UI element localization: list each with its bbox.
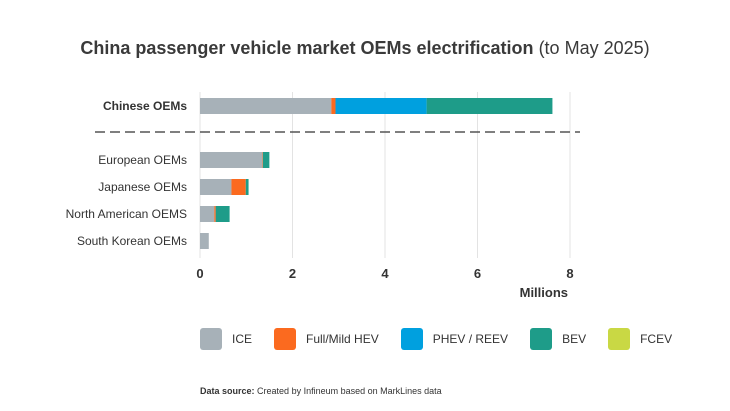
legend-swatch: [200, 328, 222, 350]
legend-label: PHEV / REEV: [432, 332, 509, 346]
legend-label: Full/Mild HEV: [306, 332, 379, 346]
bar-segment-ice: [200, 179, 232, 195]
legend-item: PHEV / REEV: [400, 328, 509, 350]
legend: ICE Full/Mild HEV PHEV / REEV BEV FCEV: [200, 328, 694, 350]
bar-segment-full-mild-hev: [331, 98, 336, 114]
category-label: South Korean OEMs: [77, 234, 187, 248]
x-tick-label: 8: [566, 266, 573, 281]
x-tick-label: 2: [289, 266, 296, 281]
legend-item: ICE: [200, 328, 252, 350]
legend-swatch: [530, 328, 553, 350]
bar-segment-bev: [245, 179, 249, 195]
data-source: Data source: Created by Infineum based o…: [200, 386, 442, 396]
legend-swatch: [608, 328, 631, 350]
bar-segment-ice: [200, 206, 215, 222]
legend-label: FCEV: [640, 332, 673, 346]
legend-item: Full/Mild HEV: [274, 328, 379, 350]
legend-label: BEV: [562, 332, 587, 346]
chart-title: China passenger vehicle market OEMs elec…: [80, 38, 650, 58]
x-tick-label: 0: [196, 266, 203, 281]
category-label: Chinese OEMs: [103, 99, 187, 113]
bar-segment-full-mild-hev: [231, 179, 246, 195]
category-label: Japanese OEMs: [98, 180, 187, 194]
bar-segment-bev: [215, 206, 230, 222]
bar-segment-bev: [426, 98, 553, 114]
category-label: North American OEMS: [66, 207, 187, 221]
bar-segment-phev-reev: [335, 98, 427, 114]
bar-segment-bev: [262, 152, 270, 168]
legend-swatch: [274, 328, 297, 350]
bar-segment-full-mild-hev: [214, 206, 216, 222]
x-tick-label: 6: [474, 266, 481, 281]
x-axis-label: Millions: [520, 285, 568, 300]
bar-segment-ice: [200, 233, 209, 249]
legend-item: BEV: [530, 328, 586, 350]
legend-item: FCEV: [608, 328, 672, 350]
category-label: European OEMs: [98, 153, 187, 167]
x-tick-label: 4: [381, 266, 389, 281]
legend-swatch: [400, 328, 423, 350]
legend-label: ICE: [232, 332, 253, 346]
bar-segment-ice: [200, 98, 332, 114]
bar-segment-ice: [200, 152, 263, 168]
